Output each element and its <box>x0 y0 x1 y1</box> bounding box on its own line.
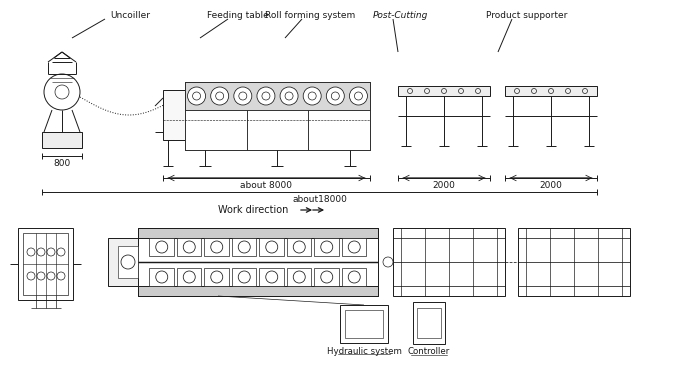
Circle shape <box>183 271 195 283</box>
Circle shape <box>348 241 360 253</box>
Circle shape <box>266 241 277 253</box>
Text: Roll forming system: Roll forming system <box>265 11 355 20</box>
Bar <box>185 110 247 150</box>
Circle shape <box>350 87 367 105</box>
Bar <box>345 310 383 338</box>
Bar <box>286 238 311 256</box>
Bar <box>505 86 597 96</box>
Circle shape <box>348 271 360 283</box>
Circle shape <box>183 241 195 253</box>
Text: Product supporter: Product supporter <box>486 11 568 20</box>
Circle shape <box>234 87 252 105</box>
Bar <box>118 246 138 278</box>
Text: Work direction: Work direction <box>218 205 288 215</box>
Bar <box>42 132 82 148</box>
Bar <box>341 268 366 286</box>
Bar <box>185 82 370 150</box>
Bar <box>163 90 185 140</box>
Circle shape <box>326 87 344 105</box>
Circle shape <box>156 241 168 253</box>
Bar <box>23 233 68 295</box>
Circle shape <box>308 92 316 100</box>
Circle shape <box>239 92 247 100</box>
Bar <box>231 268 256 286</box>
Text: Controller: Controller <box>408 347 450 357</box>
Bar <box>149 268 173 286</box>
Text: Hydraulic system: Hydraulic system <box>326 346 401 356</box>
Bar <box>259 268 284 286</box>
Circle shape <box>211 241 223 253</box>
Bar <box>308 110 370 150</box>
Circle shape <box>192 92 201 100</box>
Bar <box>413 302 445 344</box>
Circle shape <box>303 87 321 105</box>
Bar <box>247 110 308 150</box>
Circle shape <box>321 241 333 253</box>
Circle shape <box>285 92 293 100</box>
Bar <box>138 286 378 296</box>
Bar <box>204 268 228 286</box>
Bar <box>314 268 339 286</box>
Circle shape <box>293 241 305 253</box>
Text: Uncoiller: Uncoiller <box>110 11 150 20</box>
Circle shape <box>280 87 298 105</box>
Text: Feeding table: Feeding table <box>207 11 269 20</box>
Bar <box>286 268 311 286</box>
Bar <box>149 238 173 256</box>
Bar <box>518 228 630 296</box>
Text: about 8000: about 8000 <box>241 182 292 191</box>
Circle shape <box>238 241 250 253</box>
Bar <box>259 238 284 256</box>
Circle shape <box>266 271 277 283</box>
Bar <box>177 268 201 286</box>
Bar <box>177 238 201 256</box>
Bar <box>18 228 73 300</box>
Circle shape <box>321 271 333 283</box>
Circle shape <box>293 271 305 283</box>
Circle shape <box>262 92 270 100</box>
Bar <box>108 238 138 286</box>
Circle shape <box>238 271 250 283</box>
Circle shape <box>331 92 339 100</box>
Bar <box>314 238 339 256</box>
Circle shape <box>211 271 223 283</box>
Bar <box>231 238 256 256</box>
Circle shape <box>257 87 275 105</box>
Text: 2000: 2000 <box>432 182 456 191</box>
Text: Post-Cutting: Post-Cutting <box>373 11 428 20</box>
Bar <box>138 228 378 296</box>
Circle shape <box>216 92 224 100</box>
Circle shape <box>188 87 205 105</box>
Circle shape <box>354 92 362 100</box>
Bar <box>204 238 228 256</box>
Text: about18000: about18000 <box>292 195 347 205</box>
Circle shape <box>156 271 168 283</box>
Circle shape <box>211 87 228 105</box>
Text: 800: 800 <box>53 158 71 168</box>
Bar <box>185 82 370 110</box>
Text: 2000: 2000 <box>539 182 562 191</box>
Bar <box>341 238 366 256</box>
Bar <box>340 305 388 343</box>
Bar <box>398 86 490 96</box>
Bar <box>393 228 505 296</box>
Bar <box>417 308 441 338</box>
Bar <box>138 228 378 238</box>
